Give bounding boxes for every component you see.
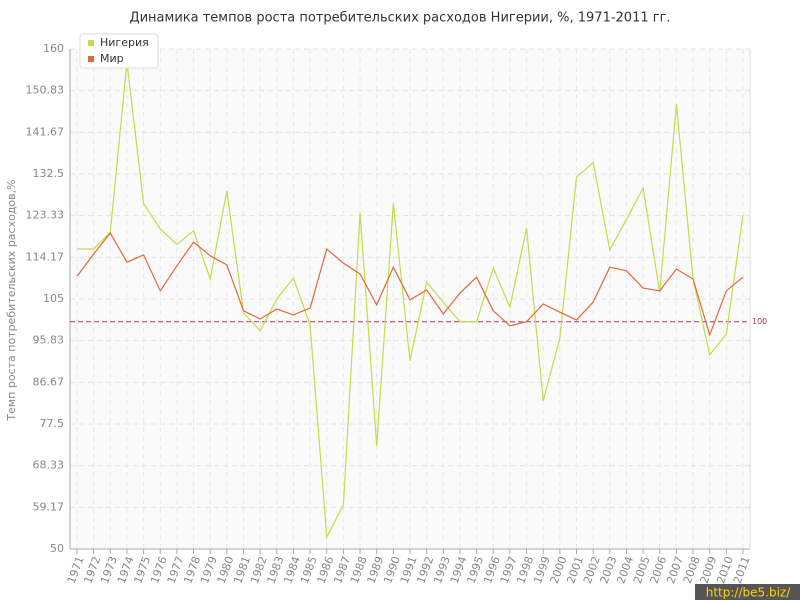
y-tick-label: 50: [50, 542, 64, 555]
y-tick-label: 123.33: [26, 209, 65, 222]
y-tick-label: 95.83: [33, 334, 65, 347]
y-tick-label: 86.67: [33, 375, 65, 388]
legend-label: Нигерия: [100, 36, 149, 49]
reference-label: 100: [752, 317, 767, 326]
y-tick-label: 77.5: [40, 417, 65, 430]
legend-swatch: [88, 40, 94, 46]
watermark: http://be5.biz/: [706, 586, 791, 600]
y-tick-label: 59.17: [33, 500, 65, 513]
y-tick-label: 160: [43, 42, 64, 55]
y-axis-label: Темп роста потребительских расходов,%: [5, 179, 18, 421]
series-line: [76, 232, 744, 337]
watermark-bg: [695, 584, 800, 600]
y-tick-label: 68.33: [33, 459, 65, 472]
legend-label: Мир: [100, 52, 124, 65]
series-line: [77, 62, 744, 540]
legend: Нигерия Мир: [79, 33, 159, 69]
y-tick-label: 105: [43, 292, 64, 305]
y-tick-label: 114.17: [26, 250, 65, 263]
chart-title: Динамика темпов роста потребительских ра…: [129, 11, 670, 26]
y-tick-label: 132.5: [33, 167, 65, 180]
y-tick-label: 141.67: [26, 125, 65, 138]
y-tick-label: 150.83: [26, 84, 65, 97]
legend-swatch: [88, 56, 94, 62]
legend-box: [79, 33, 159, 69]
